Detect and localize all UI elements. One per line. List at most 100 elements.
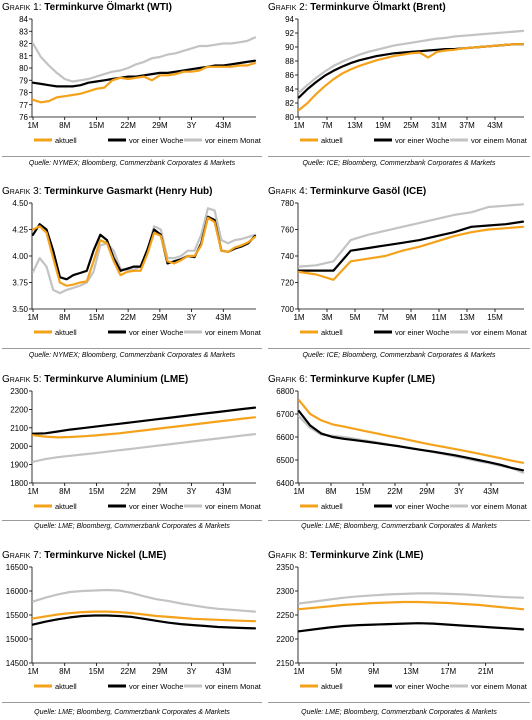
legend-label: aktuell [321,136,343,145]
chart-label: Grafik 2: [268,2,308,13]
chart-panel-8: Grafik 8: Terminkurve Zink (LME) 2150 220… [268,550,530,720]
y-tick-label: 94 [285,15,294,24]
y-tick-label: 15500 [6,611,29,620]
chart-label: Grafik 4: [268,186,308,197]
x-tick-label: 7M [321,121,332,130]
y-tick-label: 76 [19,113,28,122]
chart-plot: 6400 6500 6600 6700 6800 1M 8M 15M 22M 29M 3Y 43M ak… [276,387,528,511]
chart-plot: 76 77 78 79 80 81 82 83 84 1M 8M 15M 22M 29M 3Y 43M aktu… [19,15,262,145]
x-tick-label: 29M [152,313,168,322]
chart-panel-6: Grafik 6: Terminkurve Kupfer (LME) 6400 6… [268,374,530,536]
series-vor-einer-woche-line [297,43,525,99]
legend-label: vor einer Woche [395,682,449,691]
series-aktuell-line [297,43,525,112]
legend-label: aktuell [321,328,343,337]
y-tick-label: 1900 [10,461,28,470]
series-aktuell-line [31,610,257,623]
x-tick-label: 25M [403,121,419,130]
chart-title: Grafik 5: Terminkurve Aluminium (LME) [2,374,188,386]
chart-panel-1: Grafik 1: Terminkurve Ölmarkt (WTI) 76 77… [2,2,262,174]
legend-label: aktuell [55,328,77,337]
y-tick-label: 3.75 [12,279,28,288]
x-tick-label: 31M [431,121,447,130]
x-tick-label: 8M [325,487,336,496]
divider [2,348,262,349]
y-tick-label: 2250 [276,611,294,620]
chart-source: Quelle: NYMEX; Bloomberg, Commerzbank Co… [28,160,236,167]
x-tick-label: 3Y [187,667,197,676]
x-tick-label: 1M [293,121,304,130]
x-tick-label: 29M [152,667,168,676]
x-tick-label: 22M [120,121,136,130]
series-aktuell-line [297,225,525,281]
x-tick-label: 9M [368,667,379,676]
y-tick-label: 79 [19,76,28,85]
x-tick-label: 1M [293,667,304,676]
y-tick-label: 2300 [10,387,28,396]
series-vor-einem-monat-line [31,588,257,613]
chart-name: Terminkurve Gasöl (ICE) [310,186,427,197]
x-tick-label: 15M [487,313,503,322]
legend-label: vor einem Monat [205,682,262,691]
x-tick-label: 8M [59,667,70,676]
x-tick-label: 43M [216,121,232,130]
y-tick-label: 720 [281,279,295,288]
legend-label: vor einer Woche [129,502,183,511]
y-tick-label: 1800 [10,479,28,488]
series-vor-einer-woche-line [297,622,525,633]
legend-label: vor einer Woche [395,328,449,337]
chart-label: Grafik 7: [2,550,42,561]
x-tick-label: 8M [59,121,70,130]
x-tick-label: 43M [487,121,503,130]
x-tick-label: 8M [59,313,70,322]
chart-name: Terminkurve Ölmarkt (WTI) [44,2,172,13]
y-tick-label: 83 [19,27,28,36]
divider [268,348,530,349]
chart-plot: 14500 15000 15500 16000 16500 1M 8M 15M 22M 29M 3Y… [6,563,262,691]
y-tick-label: 77 [19,101,28,110]
x-tick-label: 19M [375,121,391,130]
legend-label: vor einer Woche [395,502,449,511]
chart-name: Terminkurve Gasmarkt (Henry Hub) [44,186,213,197]
y-tick-label: 88 [285,57,294,66]
y-tick-label: 6400 [276,479,294,488]
chart-source: Quelle: ICE; Bloomberg, Commerzbank Corp… [302,160,496,167]
x-tick-label: 22M [120,667,136,676]
x-tick-label: 11M [432,313,447,322]
y-tick-label: 740 [281,252,295,261]
chart-title: Grafik 3: Terminkurve Gasmarkt (Henry Hu… [2,186,213,198]
series-aktuell-line [31,61,257,104]
y-tick-label: 2150 [276,659,294,668]
x-tick-label: 5M [331,667,342,676]
y-tick-label: 92 [285,29,294,38]
x-tick-label: 1M [27,121,38,130]
x-tick-label: 1M [27,667,38,676]
chart-plot: 3.50 3.75 4.00 4.25 4.50 1M 8M 15M 22M 29M 3Y 43M ak… [12,199,261,337]
y-tick-label: 6500 [276,456,294,465]
chart-plot: 1800 1900 2000 2100 2200 2300 1M 8M 15M 22M 29M 3Y 4… [10,387,262,511]
chart-source: Quelle: ICE; Bloomberg, Commerzbank Corp… [302,352,496,359]
x-tick-label: 3M [321,313,332,322]
series-aktuell-line [31,216,257,287]
x-tick-label: 3Y [187,313,197,322]
chart-title: Grafik 7: Terminkurve Nickel (LME) [2,550,166,562]
legend-label: aktuell [321,502,343,511]
series-vor-einer-woche-line [297,410,525,472]
legend-label: vor einem Monat [471,682,528,691]
y-tick-label: 80 [285,113,294,122]
chart-source: Quelle: LME; Bloomberg, Commerzbank Corp… [301,709,497,716]
x-tick-label: 29M [152,121,168,130]
series-vor-einem-monat-line [31,432,257,463]
legend-label: vor einem Monat [471,502,528,511]
chart-panel-4: Grafik 4: Terminkurve Gasöl (ICE) 700 720… [268,186,530,366]
x-tick-label: 13M [347,121,363,130]
x-tick-label: 3Y [187,487,197,496]
chart-source: Quelle: NYMEX; Bloomberg, Commerzbank Co… [28,352,236,359]
y-tick-label: 2300 [276,587,294,596]
x-tick-label: 9M [405,313,416,322]
chart-label: Grafik 8: [268,550,308,561]
chart-plot: 80 82 84 86 88 90 92 94 1M 7M 13M 19M 25M 31M 37M 43M ak… [285,15,528,145]
y-tick-label: 84 [285,85,294,94]
y-tick-label: 2350 [276,563,294,572]
y-tick-label: 90 [285,43,294,52]
